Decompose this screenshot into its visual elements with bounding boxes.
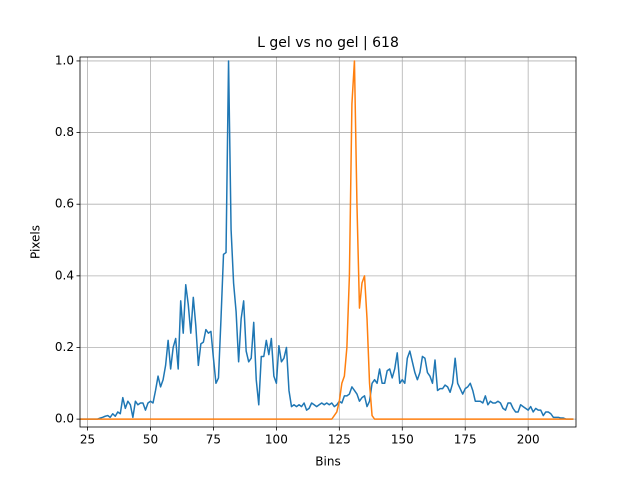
y-tick-label: 0.2 xyxy=(55,340,74,354)
x-tick-label: 150 xyxy=(391,433,414,447)
chart-title: L gel vs no gel | 618 xyxy=(257,35,399,51)
x-tick-label: 125 xyxy=(328,433,351,447)
x-tick-label: 50 xyxy=(143,433,158,447)
x-tick-label: 25 xyxy=(80,433,95,447)
x-tick-label: 175 xyxy=(454,433,477,447)
x-tick-label: 75 xyxy=(206,433,221,447)
line-series xyxy=(80,60,574,420)
y-tick-label: 1.0 xyxy=(55,53,74,67)
y-axis-label: Pixels xyxy=(29,225,43,259)
plot-frame xyxy=(79,56,577,428)
y-tick-label: 0.0 xyxy=(55,412,74,426)
y-tick-label: 0.4 xyxy=(55,268,74,282)
y-tick-label: 0.6 xyxy=(55,197,74,211)
x-tick-label: 100 xyxy=(265,433,288,447)
line-series xyxy=(80,60,574,420)
x-tick-label: 200 xyxy=(517,433,540,447)
x-axis-label: Bins xyxy=(315,455,340,469)
y-tick-label: 0.8 xyxy=(55,125,74,139)
